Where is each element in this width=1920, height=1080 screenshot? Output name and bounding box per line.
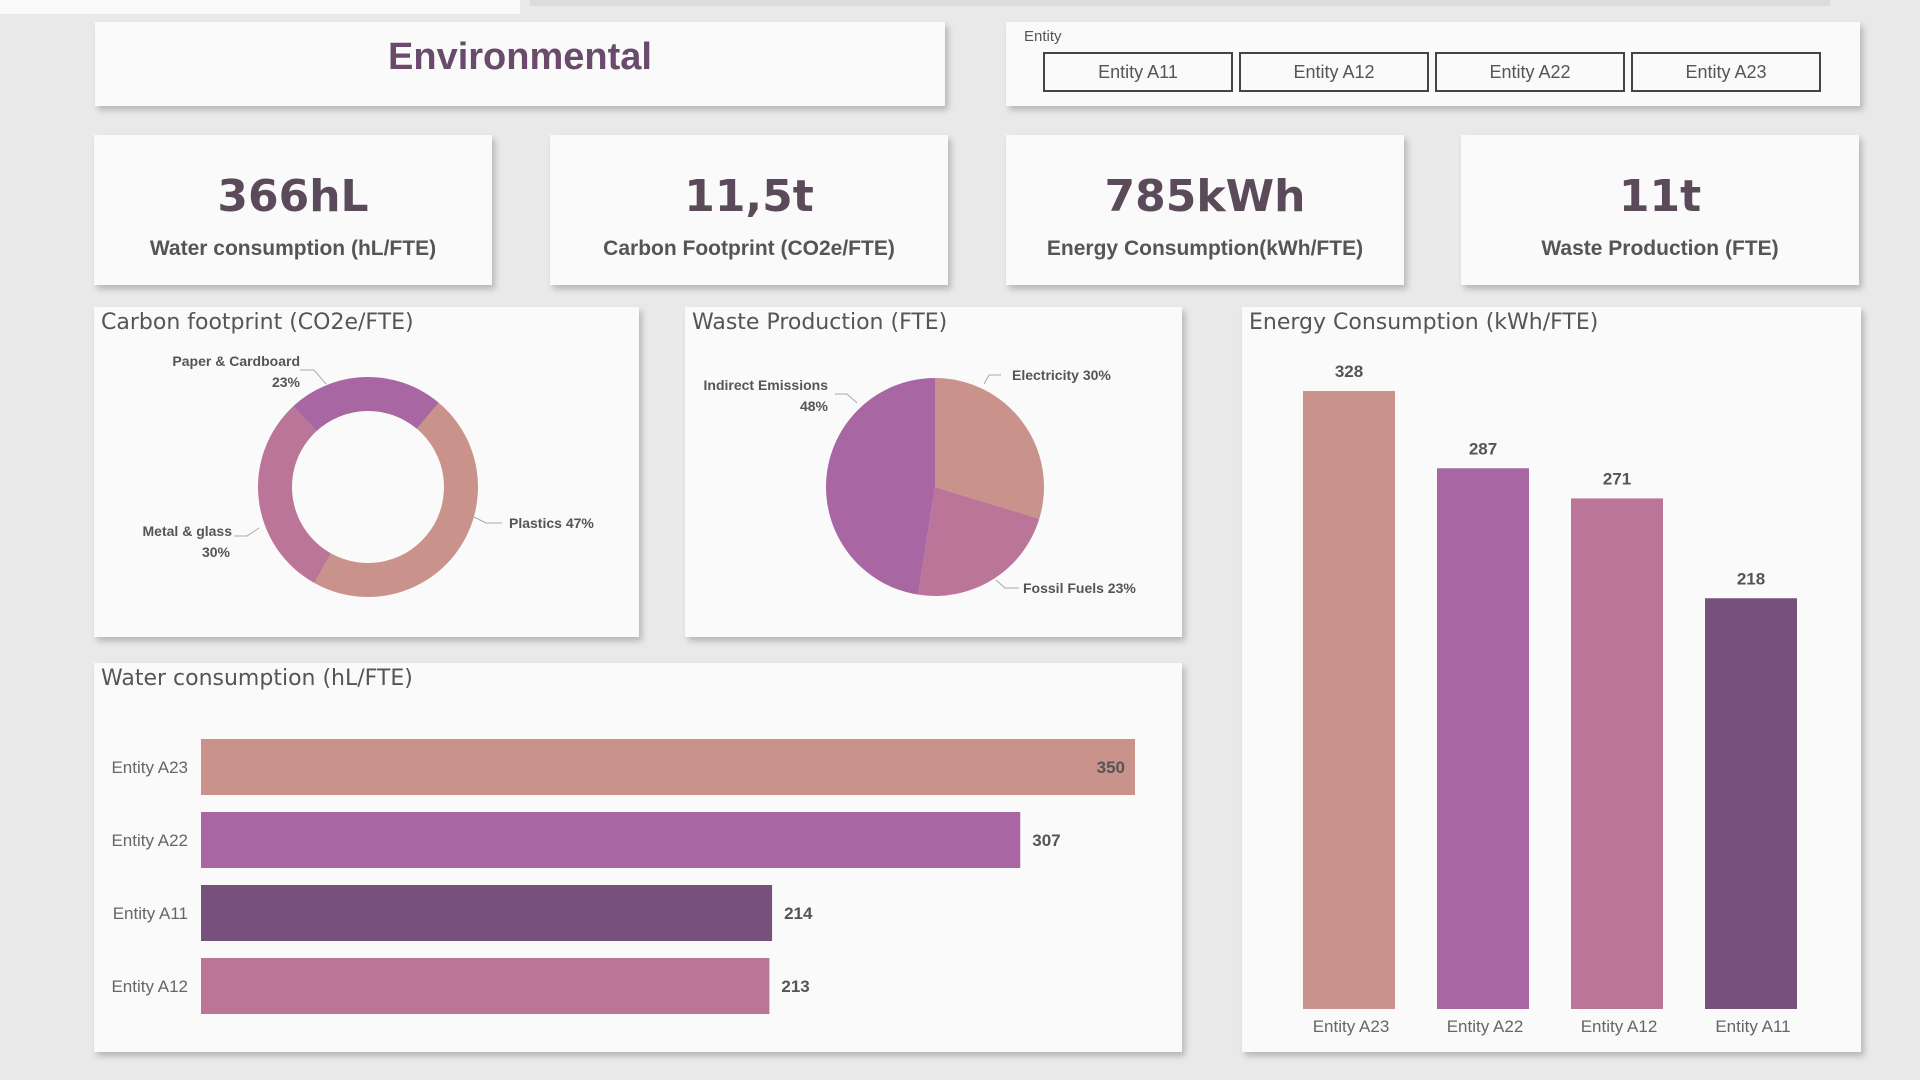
kpi-card-waste: 11t Waste Production (FTE) [1461, 135, 1859, 285]
top-strip-right [530, 0, 1830, 6]
energy-bar-chart: 328 Entity A23 287 Entity A22 271 Entity A12 2… [1303, 362, 1797, 1036]
energy-chart-card: Energy Consumption (kWh/FTE) 328 Entity A… [1242, 307, 1861, 1052]
donut-slice-paper-cardboard[interactable] [293, 377, 439, 432]
bar-entity-a12[interactable] [1571, 498, 1663, 1009]
slice-label-fossil-fuels: Fossil Fuels 23% [1023, 580, 1136, 596]
donut-slice-plastics[interactable] [314, 402, 478, 597]
slicer-option-a11[interactable]: Entity A11 [1043, 52, 1233, 92]
bar-value-label: 287 [1469, 439, 1497, 458]
water-chart-card: Water consumption (hL/FTE) Entity A23 350… [94, 663, 1182, 1052]
kpi-card-water: 366hL Water consumption (hL/FTE) [94, 135, 492, 285]
bar-entity-a22[interactable] [201, 812, 1021, 868]
bar-entity-a22[interactable] [1437, 468, 1529, 1009]
kpi-label: Water consumption (hL/FTE) [149, 237, 437, 260]
slice-label-paper-cardboard: Paper & Cardboard [172, 353, 300, 369]
slice-label-electricity: Electricity 30% [1012, 367, 1111, 383]
x-tick-label: Entity A12 [1581, 1017, 1658, 1036]
slicer-option-a22[interactable]: Entity A22 [1435, 52, 1625, 92]
kpi-value: 366hL [217, 171, 369, 222]
leader-line [983, 374, 1001, 385]
chart-title: Water consumption (hL/FTE) [101, 666, 413, 691]
carbon-chart-card: Carbon footprint (CO2e/FTE) Plastics 47%… [94, 307, 639, 637]
y-tick-label: Entity A11 [113, 904, 188, 923]
bar-value-label: 213 [781, 977, 809, 996]
chart-title: Waste Production (FTE) [692, 310, 948, 335]
slice-label-indirect-emissions: Indirect Emissions [704, 377, 829, 393]
carbon-donut-chart: Plastics 47% Metal & glass 30% Paper & C… [143, 353, 594, 597]
kpi-value: 11t [1618, 171, 1702, 222]
leader-line [995, 579, 1019, 589]
x-tick-label: Entity A22 [1447, 1017, 1524, 1036]
slice-label-paper-cardboard-pct: 23% [272, 374, 301, 390]
bar-value-label: 214 [784, 904, 813, 923]
bar-value-label: 271 [1603, 469, 1631, 488]
y-tick-label: Entity A22 [111, 831, 188, 850]
donut-slice-metal-glass[interactable] [258, 406, 331, 584]
bar-entity-a23[interactable] [1303, 391, 1395, 1009]
kpi-card-carbon: 11,5t Carbon Footprint (CO2e/FTE) [550, 135, 948, 285]
waste-pie-chart: Electricity 30% Fossil Fuels 23% Indirec… [704, 367, 1136, 596]
slicer-option-a12[interactable]: Entity A12 [1239, 52, 1429, 92]
slicer-option-a23[interactable]: Entity A23 [1631, 52, 1821, 92]
kpi-label: Energy Consumption(kWh/FTE) [1046, 237, 1364, 260]
slice-label-metal-glass: Metal & glass [143, 523, 233, 539]
bar-value-label: 307 [1032, 831, 1060, 850]
slice-label-metal-glass-pct: 30% [202, 544, 231, 560]
slice-label-indirect-emissions-pct: 48% [800, 398, 829, 414]
x-tick-label: Entity A11 [1715, 1017, 1790, 1036]
chart-title: Carbon footprint (CO2e/FTE) [101, 310, 414, 335]
y-tick-label: Entity A12 [111, 977, 188, 996]
pie-slice-indirect-emissions[interactable] [826, 378, 935, 595]
top-strip [0, 0, 520, 14]
pie-slice-electricity[interactable] [935, 378, 1044, 519]
bar-value-label: 350 [1097, 758, 1125, 777]
leader-line [234, 527, 260, 537]
bar-entity-a12[interactable] [201, 958, 770, 1014]
entity-slicer: Entity Entity A11 Entity A12 Entity A22 … [1006, 22, 1860, 106]
slicer-label: Entity [1024, 28, 1062, 45]
kpi-label: Carbon Footprint (CO2e/FTE) [603, 237, 895, 260]
y-tick-label: Entity A23 [111, 758, 188, 777]
slice-label-plastics: Plastics 47% [509, 515, 594, 531]
bar-value-label: 218 [1737, 569, 1765, 588]
bar-entity-a11[interactable] [201, 885, 773, 941]
kpi-value: 11,5t [684, 171, 814, 222]
pie-slice-fossil-fuels[interactable] [918, 487, 1040, 596]
bar-entity-a23[interactable] [201, 739, 1135, 795]
waste-chart-card: Waste Production (FTE) Electricity 30% F… [685, 307, 1182, 637]
kpi-label: Waste Production (FTE) [1541, 237, 1779, 260]
kpi-card-energy: 785kWh Energy Consumption(kWh/FTE) [1006, 135, 1404, 285]
x-tick-label: Entity A23 [1313, 1017, 1390, 1036]
water-bar-chart: Entity A23 350 Entity A22 307 Entity A11 214 E… [111, 739, 1135, 1014]
leader-line [473, 516, 502, 524]
leader-line [835, 393, 858, 404]
bar-entity-a11[interactable] [1705, 598, 1797, 1009]
kpi-value: 785kWh [1104, 171, 1306, 222]
title-card: Environmental [95, 22, 945, 106]
page-title: Environmental [388, 36, 652, 78]
leader-line [300, 369, 327, 385]
chart-title: Energy Consumption (kWh/FTE) [1249, 310, 1599, 335]
bar-value-label: 328 [1335, 362, 1363, 381]
